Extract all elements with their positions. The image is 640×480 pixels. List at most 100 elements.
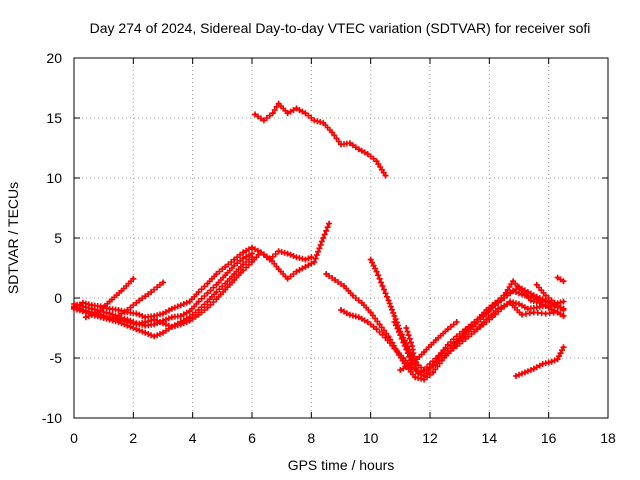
data-point xyxy=(517,302,521,306)
data-point xyxy=(321,236,325,240)
data-point xyxy=(392,314,396,318)
data-point xyxy=(339,142,343,146)
data-point xyxy=(386,298,390,302)
data-point xyxy=(538,298,542,302)
data-point xyxy=(455,334,459,338)
data-point xyxy=(398,333,402,337)
data-point xyxy=(366,152,370,156)
data-point xyxy=(381,284,385,288)
data-point xyxy=(119,289,123,293)
data-point xyxy=(455,344,459,348)
data-point xyxy=(508,301,512,305)
y-axis-title: SDTVAR / TECUs xyxy=(5,182,21,294)
series-track-5 xyxy=(82,275,137,321)
tick-labels: 0 2 4 6 8 10 12 14 16 18 -10 -5 0 5 10 15 20 xyxy=(42,50,616,446)
data-series xyxy=(71,100,567,383)
data-point xyxy=(422,374,426,378)
data-point xyxy=(550,360,554,364)
data-point xyxy=(232,258,236,262)
data-point xyxy=(523,370,527,374)
data-point xyxy=(529,295,533,299)
data-point xyxy=(464,337,468,341)
data-point xyxy=(223,265,227,269)
data-point xyxy=(357,147,361,151)
series-track-7 xyxy=(252,100,389,179)
data-point xyxy=(493,301,497,305)
data-point xyxy=(484,308,488,312)
data-point xyxy=(556,357,560,361)
data-point xyxy=(511,279,515,283)
data-point xyxy=(250,246,254,250)
data-point xyxy=(404,348,408,352)
data-point xyxy=(295,255,298,259)
data-point xyxy=(125,320,129,324)
y-tick-label: -5 xyxy=(50,350,63,366)
data-point xyxy=(458,337,462,341)
data-point xyxy=(250,260,254,264)
data-point xyxy=(214,272,218,276)
data-point xyxy=(161,280,165,284)
x-tick-label: 0 xyxy=(70,430,78,446)
data-point xyxy=(188,319,192,323)
data-point xyxy=(413,375,417,379)
data-point xyxy=(295,106,298,110)
data-point xyxy=(473,330,476,334)
data-point xyxy=(562,300,565,304)
data-point xyxy=(384,174,387,178)
data-point xyxy=(232,272,236,276)
data-point xyxy=(556,310,560,314)
data-point xyxy=(286,252,290,256)
data-point xyxy=(214,283,218,287)
data-point xyxy=(532,367,536,371)
data-point xyxy=(206,282,209,286)
data-point xyxy=(431,363,435,367)
y-tick-label: -10 xyxy=(42,410,62,426)
series-track-16 xyxy=(533,281,567,313)
data-point xyxy=(161,331,165,335)
x-tick-label: 8 xyxy=(307,430,315,446)
y-tick-label: 5 xyxy=(54,230,62,246)
data-point xyxy=(241,268,245,272)
data-point xyxy=(223,273,227,277)
data-point xyxy=(384,336,387,340)
data-point xyxy=(526,290,530,294)
data-point xyxy=(99,313,103,317)
data-point xyxy=(535,306,539,310)
data-point xyxy=(286,111,290,115)
data-point xyxy=(375,270,379,274)
data-point xyxy=(330,130,334,134)
series-track-6 xyxy=(112,279,166,321)
data-point xyxy=(303,258,307,262)
data-point xyxy=(295,270,298,274)
data-point xyxy=(188,300,192,304)
data-point xyxy=(241,250,245,254)
data-point xyxy=(449,344,453,348)
data-point xyxy=(556,276,560,280)
x-axis-title: GPS time / hours xyxy=(288,457,395,473)
data-point xyxy=(375,327,379,331)
data-point xyxy=(179,322,183,326)
data-point xyxy=(327,222,331,226)
data-point xyxy=(214,297,218,301)
data-point xyxy=(286,277,290,281)
data-point xyxy=(214,290,218,294)
data-point xyxy=(81,301,85,305)
data-point xyxy=(562,314,565,318)
data-point xyxy=(241,256,245,260)
data-point xyxy=(179,303,183,307)
data-point xyxy=(511,289,515,293)
data-point xyxy=(392,346,396,350)
data-point xyxy=(398,368,402,372)
data-point xyxy=(170,325,174,329)
data-point xyxy=(271,111,275,115)
data-point xyxy=(517,285,521,289)
data-point xyxy=(440,351,444,355)
data-point xyxy=(559,351,563,355)
data-point xyxy=(431,370,435,374)
data-point xyxy=(131,277,135,281)
data-point xyxy=(170,315,174,319)
data-point xyxy=(114,315,118,319)
data-point xyxy=(223,282,227,286)
data-point xyxy=(562,308,565,312)
